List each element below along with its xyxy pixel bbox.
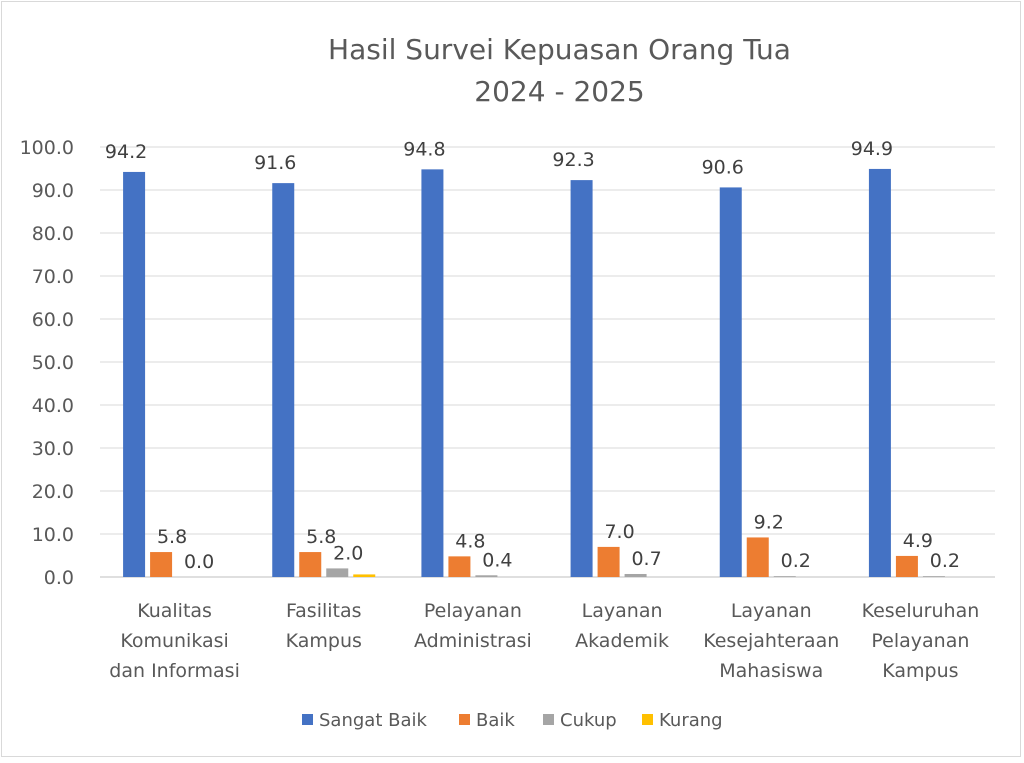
y-tick-label: 70.0 bbox=[32, 266, 74, 288]
bar-cukup bbox=[624, 573, 647, 577]
legend-label: Kurang bbox=[659, 710, 723, 731]
y-tick-label: 10.0 bbox=[32, 524, 74, 546]
bar-sangat-baik bbox=[868, 168, 891, 577]
bar-baik bbox=[299, 552, 322, 577]
y-tick-label: 90.0 bbox=[32, 180, 74, 202]
x-tick-label: Kampus bbox=[882, 660, 958, 682]
y-tick-label: 0.0 bbox=[44, 567, 74, 589]
bar-kurang bbox=[353, 574, 376, 577]
legend-swatch bbox=[302, 714, 313, 725]
x-tick-label: Layanan bbox=[731, 600, 812, 622]
legend-label: Sangat Baik bbox=[319, 710, 427, 731]
x-tick-label: Kampus bbox=[286, 630, 362, 652]
gridlines bbox=[100, 146, 995, 578]
bar-cukup bbox=[773, 576, 796, 577]
data-label: 94.8 bbox=[403, 138, 445, 160]
data-label: 5.8 bbox=[157, 526, 187, 548]
x-tick-label: Kesejahteraan bbox=[703, 630, 839, 652]
chart-title-line: Hasil Survei Kepuasan Orang Tua bbox=[328, 33, 791, 66]
y-tick-label: 60.0 bbox=[32, 309, 74, 331]
bar-cukup bbox=[326, 568, 349, 577]
x-tick-label: Mahasiswa bbox=[719, 660, 823, 682]
legend-item: Kurang bbox=[642, 710, 723, 731]
data-label: 4.9 bbox=[903, 530, 933, 552]
bars bbox=[123, 168, 945, 578]
bar-sangat-baik bbox=[272, 183, 295, 577]
data-label: 0.0 bbox=[184, 551, 214, 573]
bar-sangat-baik bbox=[123, 171, 146, 577]
legend-swatch bbox=[459, 714, 470, 725]
x-tick-label: Akademik bbox=[575, 630, 669, 652]
x-axis: Kualitas Komunikasi dan Informasi Fasilitas… bbox=[109, 600, 979, 682]
legend: Sangat Baik Baik Cukup Kurang bbox=[302, 710, 723, 731]
x-tick-label: Keseluruhan bbox=[862, 600, 980, 622]
x-tick-label: Kualitas bbox=[137, 600, 212, 622]
x-tick-label: Pelayanan bbox=[424, 600, 522, 622]
data-label: 90.6 bbox=[702, 156, 744, 178]
legend-label: Baik bbox=[476, 710, 515, 731]
legend-label: Cukup bbox=[560, 710, 617, 731]
legend-item: Cukup bbox=[543, 710, 617, 731]
bar-cukup bbox=[922, 576, 945, 577]
x-tick-label: Administrasi bbox=[414, 630, 532, 652]
bar-sangat-baik bbox=[570, 180, 593, 578]
bar-baik bbox=[895, 555, 918, 577]
data-label: 94.9 bbox=[851, 138, 893, 160]
y-tick-label: 30.0 bbox=[32, 438, 74, 460]
data-label: 0.2 bbox=[930, 550, 960, 572]
y-axis: 0.0 10.0 20.0 30.0 40.0 50.0 60.0 70.0 80.0 90.0 1… bbox=[20, 137, 74, 589]
chart-title-line: 2024 - 2025 bbox=[474, 75, 644, 108]
x-tick-label: Layanan bbox=[582, 600, 663, 622]
bar-baik bbox=[746, 537, 769, 577]
y-tick-label: 80.0 bbox=[32, 223, 74, 245]
x-tick-label: Komunikasi bbox=[120, 630, 229, 652]
data-label: 2.0 bbox=[333, 542, 363, 564]
legend-swatch bbox=[543, 714, 554, 725]
bar-baik bbox=[150, 552, 173, 577]
data-label: 4.8 bbox=[455, 530, 485, 552]
y-tick-label: 40.0 bbox=[32, 395, 74, 417]
bar-baik bbox=[448, 556, 471, 577]
data-label: 92.3 bbox=[552, 149, 594, 171]
data-label: 9.2 bbox=[754, 511, 784, 533]
data-label: 0.2 bbox=[781, 550, 811, 572]
bar-sangat-baik bbox=[719, 187, 742, 578]
y-tick-label: 20.0 bbox=[32, 481, 74, 503]
bar-sangat-baik bbox=[421, 169, 444, 578]
chart-title: Hasil Survei Kepuasan Orang Tua 2024 - 20… bbox=[328, 33, 791, 108]
data-label: 0.7 bbox=[631, 548, 661, 570]
data-labels: 94.25.80.091.65.82.094.84.80.492.37.00.7… bbox=[105, 138, 960, 573]
data-label: 0.4 bbox=[482, 549, 512, 571]
legend-item: Sangat Baik bbox=[302, 710, 427, 731]
legend-swatch bbox=[642, 714, 653, 725]
x-tick-label: dan Informasi bbox=[109, 660, 240, 682]
x-tick-label: Fasilitas bbox=[286, 600, 362, 622]
data-label: 91.6 bbox=[254, 152, 296, 174]
data-label: 5.8 bbox=[306, 526, 336, 548]
x-tick-label: Pelayanan bbox=[871, 630, 969, 652]
data-label: 7.0 bbox=[604, 521, 634, 543]
legend-item: Baik bbox=[459, 710, 515, 731]
y-tick-label: 50.0 bbox=[32, 352, 74, 374]
y-tick-label: 100.0 bbox=[20, 137, 74, 159]
data-label: 94.2 bbox=[105, 141, 147, 163]
bar-baik bbox=[597, 546, 620, 577]
bar-cukup bbox=[475, 575, 498, 577]
